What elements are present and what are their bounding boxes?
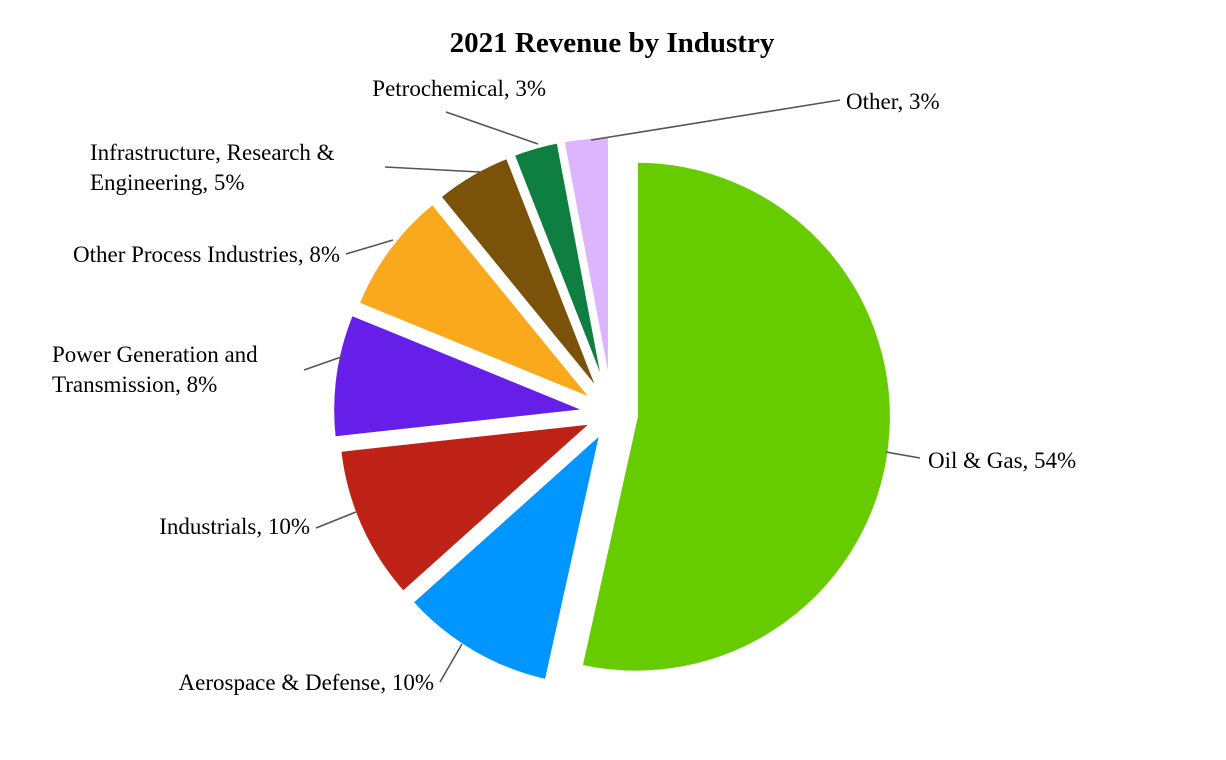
pie-slice-petrochemical bbox=[509, 138, 608, 394]
chart-title: 2021 Revenue by Industry bbox=[450, 27, 775, 59]
leader-line bbox=[439, 643, 463, 683]
slice-label-line: Petrochemical, 3% bbox=[372, 76, 546, 101]
slice-labels: Oil & Gas, 54% Aerospace & Defense, 10% In… bbox=[52, 76, 1076, 695]
slice-label-line: Oil & Gas, 54% bbox=[928, 448, 1076, 473]
slice-label: Petrochemical, 3% bbox=[372, 76, 546, 101]
pie-slice-power-generation-and-transmission bbox=[330, 310, 589, 441]
slice-label-line: Power Generation and bbox=[52, 342, 258, 367]
leader-line bbox=[345, 239, 394, 255]
slice-label: Oil & Gas, 54% bbox=[928, 448, 1076, 473]
slice-label: Aerospace & Defense, 10% bbox=[179, 670, 434, 695]
pie-slice-industrials bbox=[337, 419, 600, 596]
slice-label-line: Aerospace & Defense, 10% bbox=[179, 670, 434, 695]
pie-slice-other bbox=[560, 134, 612, 393]
slice-label: Other Process Industries, 8% bbox=[73, 242, 340, 267]
pie-slice-infrastructure-research-engineering bbox=[436, 154, 603, 397]
pie-slice-aerospace-defense bbox=[408, 425, 606, 684]
slice-label: Other, 3% bbox=[846, 89, 940, 114]
pie-slice-other-process-industries bbox=[354, 199, 596, 403]
slice-label-line: Transmission, 8% bbox=[52, 372, 217, 397]
slice-label: Infrastructure, Research & Engineering, 5… bbox=[90, 140, 335, 195]
leader-line bbox=[590, 99, 841, 141]
pie-slices bbox=[330, 134, 894, 684]
leader-line bbox=[384, 166, 481, 173]
slice-label-line: Engineering, 5% bbox=[90, 170, 245, 195]
slice-label-line: Other, 3% bbox=[846, 89, 940, 114]
leader-line bbox=[315, 511, 357, 529]
slice-label-line: Industrials, 10% bbox=[159, 514, 310, 539]
leader-line bbox=[885, 451, 921, 459]
slice-label: Industrials, 10% bbox=[159, 514, 310, 539]
leader-lines bbox=[303, 99, 921, 683]
slice-label-line: Infrastructure, Research & bbox=[90, 140, 335, 165]
leader-line bbox=[303, 355, 345, 371]
pie-slice-oil-gas bbox=[578, 158, 894, 675]
slice-label: Power Generation and Transmission, 8% bbox=[52, 342, 258, 397]
slice-label-line: Other Process Industries, 8% bbox=[73, 242, 340, 267]
leader-line bbox=[445, 111, 539, 145]
